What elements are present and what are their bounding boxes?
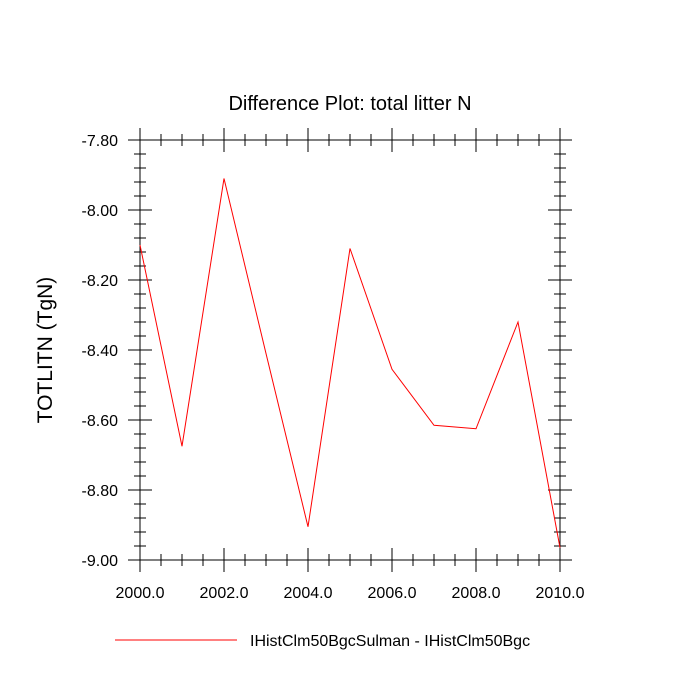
x-tick-label: 2006.0 — [368, 585, 417, 602]
legend: IHistClm50BgcSulman - IHistClm50Bgc — [115, 633, 530, 650]
y-tick-label: -8.20 — [82, 273, 119, 290]
x-tick-label: 2010.0 — [536, 585, 585, 602]
x-tick-label: 2000.0 — [116, 585, 165, 602]
series-line — [139, 178, 561, 548]
y-tick-label: -7.80 — [82, 133, 119, 150]
y-tick-label: -8.60 — [82, 413, 119, 430]
y-tick-label: -8.00 — [82, 203, 119, 220]
axis-tick-labels: 2000.0 2002.0 2004.0 2006.0 2008.0 2010.0 -7.8… — [82, 133, 585, 602]
y-tick-label: -9.00 — [82, 553, 119, 570]
y-axis-label: TOTLITN (TgN) — [34, 277, 57, 424]
x-tick-label: 2008.0 — [452, 585, 501, 602]
plot-frame — [139, 139, 561, 561]
y-tick-label: -8.40 — [82, 343, 119, 360]
x-tick-label: 2004.0 — [284, 585, 333, 602]
y-tick-label: -8.80 — [82, 483, 119, 500]
axis-ticks — [128, 128, 572, 572]
chart-title: Difference Plot: total litter N — [228, 93, 471, 115]
x-tick-label: 2002.0 — [200, 585, 249, 602]
legend-series-label: IHistClm50BgcSulman - IHistClm50Bgc — [250, 633, 530, 650]
series-layer — [139, 178, 561, 548]
